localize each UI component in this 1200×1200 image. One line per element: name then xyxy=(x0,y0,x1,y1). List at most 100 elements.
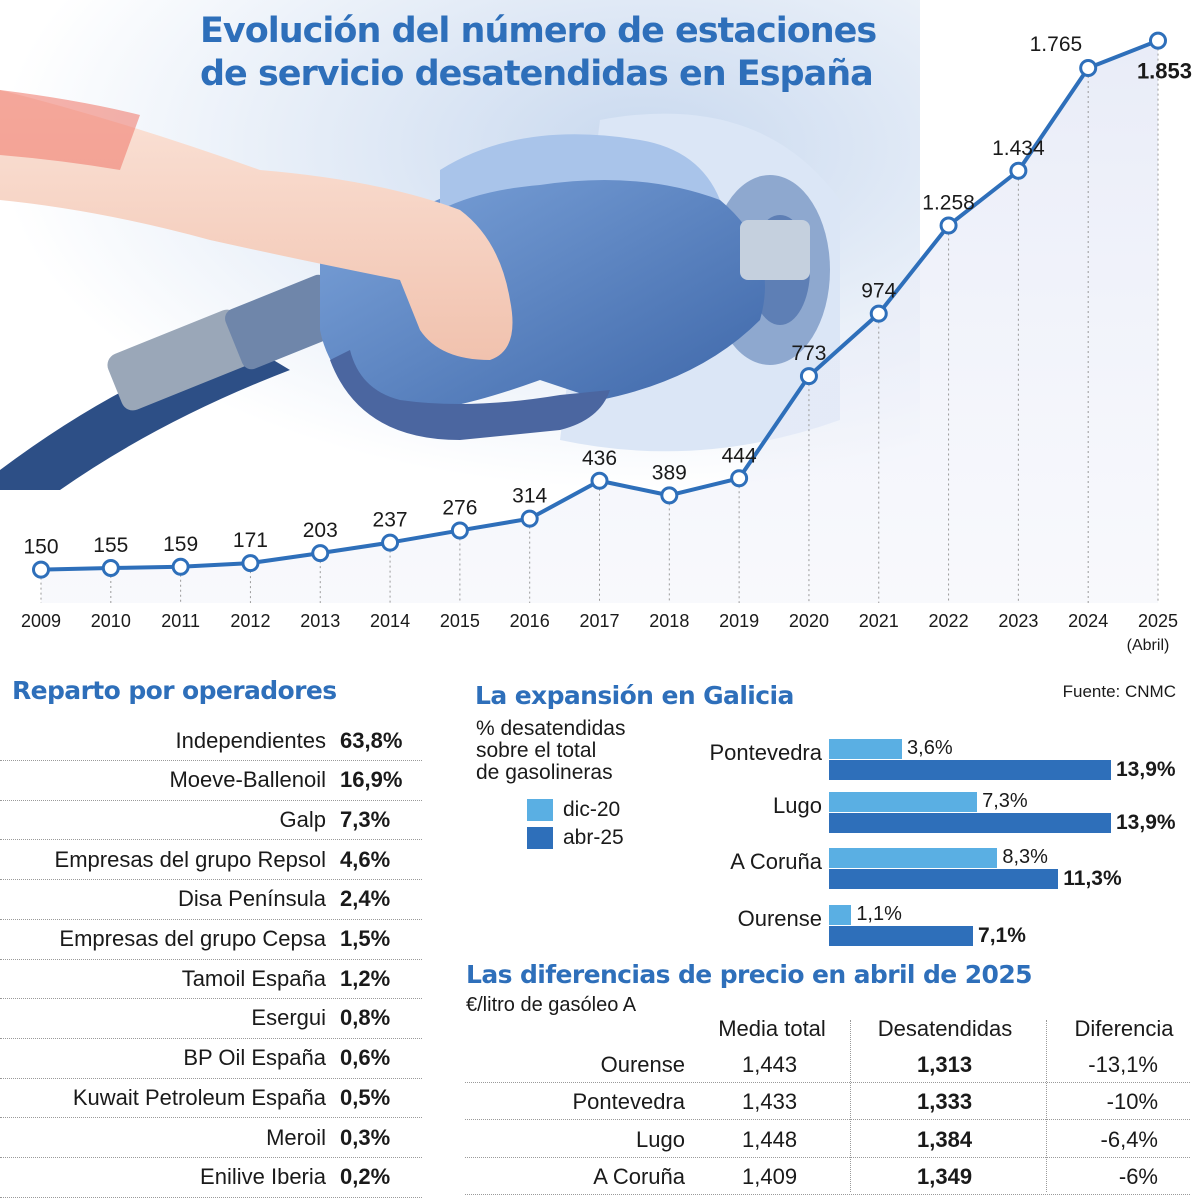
value-label: 203 xyxy=(303,519,338,542)
value-label: 1.258 xyxy=(922,191,975,214)
price-media: 1,433 xyxy=(742,1089,798,1115)
price-diferencia: -13,1% xyxy=(1088,1052,1158,1077)
x-tick-label: 2023 xyxy=(998,611,1038,631)
value-label: 389 xyxy=(652,461,687,484)
price-media: 1,409 xyxy=(742,1163,798,1189)
operator-name: BP Oil España xyxy=(183,1045,326,1071)
x-tick-label: 2020 xyxy=(789,611,829,631)
legend-swatch-abr-25 xyxy=(527,827,553,849)
price-province: Ourense xyxy=(600,1052,685,1077)
operator-share: 0,8% xyxy=(340,1005,391,1031)
operator-name: Independientes xyxy=(175,727,326,753)
value-label: 436 xyxy=(582,447,617,470)
value-label: 159 xyxy=(163,533,198,556)
operator-share: 2,4% xyxy=(340,886,391,912)
x-tick-label: 2016 xyxy=(510,611,550,631)
price-title: Las diferencias de precio en abril de 20… xyxy=(466,960,1033,989)
data-point xyxy=(32,560,50,579)
price-desatendidas: 1,349 xyxy=(917,1163,973,1189)
main-line-chart: 2009 2010 2011 2012 2013 2014 2015 2016 2017 2018… xyxy=(0,0,1192,654)
province-label: Ourense xyxy=(737,906,822,931)
x-tick-label: 2015 xyxy=(440,611,480,631)
title-line-1: Evolución del número de estaciones xyxy=(200,11,877,51)
x-tick-label: 2014 xyxy=(370,611,410,631)
operator-name: Esergui xyxy=(251,1005,326,1031)
operator-name: Meroil xyxy=(266,1124,326,1150)
bar-value-label: 7,3% xyxy=(982,790,1028,812)
price-desatendidas: 1,384 xyxy=(917,1126,973,1152)
operator-share: 63,8% xyxy=(340,727,403,753)
galicia-subtitle: % desatendidas sobre el total de gasolin… xyxy=(476,718,625,784)
data-point xyxy=(171,557,190,576)
data-point xyxy=(450,521,469,540)
bar-value-label: 3,6% xyxy=(907,737,953,759)
price-province: Lugo xyxy=(636,1126,685,1152)
fuel-nozzle-illustration xyxy=(0,0,920,490)
source-note: Fuente: CNMC xyxy=(1062,682,1176,701)
bar-abr-25 xyxy=(829,813,1111,833)
operator-name: Empresas del grupo Cepsa xyxy=(59,926,326,951)
price-province: A Coruña xyxy=(593,1163,685,1189)
price-header-desatendidas: Desatendidas xyxy=(877,1016,1013,1041)
x-tick-label: 2011 xyxy=(161,611,200,631)
operator-share: 16,9% xyxy=(340,767,403,793)
province-label: Pontevedra xyxy=(709,740,822,765)
x-tick-label: 2019 xyxy=(719,611,759,631)
data-point xyxy=(939,216,958,235)
x-tick-label: 2012 xyxy=(230,611,270,631)
legend-item-abr-25: abr-25 xyxy=(527,826,624,850)
operator-row: Enilive Iberia 0,2% xyxy=(0,1158,422,1198)
price-column-separator xyxy=(1046,1020,1047,1192)
legend-label-abr-25: abr-25 xyxy=(563,826,624,849)
price-row: Lugo 1,448 1,384 -6,4% xyxy=(465,1120,1190,1158)
price-row: A Coruña 1,409 1,349 -6% xyxy=(465,1157,1190,1195)
price-diferencia: -10% xyxy=(1106,1089,1158,1115)
x-tick-label: 2022 xyxy=(929,611,969,631)
operator-row: Empresas del grupo Repsol 4,6% xyxy=(0,840,422,881)
bar-dic-20 xyxy=(829,792,978,812)
operator-row: Meroil 0,3% xyxy=(0,1118,422,1158)
operator-share: 1,5% xyxy=(340,926,391,951)
bar-abr-25 xyxy=(829,760,1111,780)
bar-value-label: 1,1% xyxy=(856,903,902,925)
bar-dic-20 xyxy=(829,848,998,868)
chart-title: Evolución del número de estaciones de se… xyxy=(200,10,980,96)
data-point xyxy=(1079,58,1098,77)
data-point xyxy=(520,509,539,528)
operator-row: Disa Península 2,4% xyxy=(0,880,422,920)
province-label: A Coruña xyxy=(730,849,822,874)
operators-title: Reparto por operadores xyxy=(12,676,337,705)
data-point xyxy=(730,469,749,488)
data-point xyxy=(1149,31,1167,50)
title-line-2: de servicio desatendidas en España xyxy=(200,54,874,94)
galicia-title: La expansión en Galicia xyxy=(475,681,794,710)
bar-value-label: 8,3% xyxy=(1002,846,1048,868)
x-tick-label: 2021 xyxy=(859,611,899,631)
bar-value-label: 11,3% xyxy=(1063,867,1122,890)
operator-name: Enilive Iberia xyxy=(200,1164,326,1190)
bar-value-label: 7,1% xyxy=(978,924,1026,947)
price-row: Pontevedra 1,433 1,333 -10% xyxy=(465,1082,1190,1121)
price-diferencia: -6% xyxy=(1118,1163,1158,1189)
bar-abr-25 xyxy=(829,869,1059,889)
price-row: Ourense 1,443 1,313 -13,1% xyxy=(465,1045,1190,1083)
value-label: 314 xyxy=(512,485,547,508)
galicia-subtitle-line-1: % desatendidas xyxy=(476,717,626,740)
data-point xyxy=(101,559,120,578)
operator-share: 0,3% xyxy=(340,1124,391,1150)
operator-name: Kuwait Petroleum España xyxy=(72,1084,326,1110)
operator-share: 0,6% xyxy=(340,1045,391,1071)
value-label: 773 xyxy=(791,342,826,365)
bar-abr-25 xyxy=(829,926,974,946)
value-label: 1.434 xyxy=(992,137,1045,160)
value-label: 974 xyxy=(861,280,896,303)
operator-row: Empresas del grupo Cepsa 1,5% xyxy=(0,920,422,960)
price-subtitle: €/litro de gasóleo A xyxy=(466,994,637,1016)
bar-value-label: 13,9% xyxy=(1116,811,1176,834)
price-media: 1,448 xyxy=(742,1126,798,1152)
x-tick-label: 2013 xyxy=(300,611,340,631)
operator-row: Esergui 0,8% xyxy=(0,999,422,1039)
operator-name: Tamoil España xyxy=(181,965,326,991)
operator-share: 4,6% xyxy=(340,846,391,872)
data-point xyxy=(381,533,400,552)
